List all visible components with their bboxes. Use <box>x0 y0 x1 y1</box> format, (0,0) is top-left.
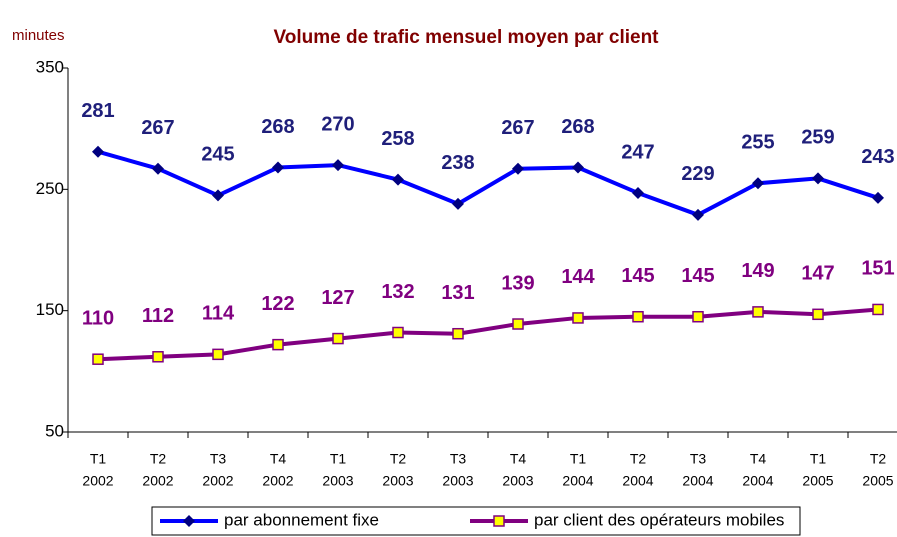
x-tick-label: 2003 <box>502 473 533 489</box>
legend-label: par abonnement fixe <box>224 510 379 529</box>
marker <box>512 318 524 330</box>
marker <box>752 306 764 318</box>
x-tick-label: 2002 <box>142 473 173 489</box>
marker <box>692 310 704 323</box>
data-label: 258 <box>381 128 414 150</box>
chart-title: Volume de trafic mensuel moyen par clien… <box>273 27 659 48</box>
marker <box>872 191 884 204</box>
data-label: 127 <box>321 287 354 309</box>
marker <box>752 177 764 190</box>
data-label: 259 <box>801 127 834 149</box>
data-label: 110 <box>82 307 114 329</box>
marker <box>92 145 104 158</box>
marker <box>272 161 284 174</box>
data-label: 145 <box>681 265 714 287</box>
x-tick-label: 2004 <box>622 473 653 489</box>
data-label: 229 <box>681 163 714 185</box>
data-label: 114 <box>202 303 235 325</box>
x-tick-label: T2 <box>870 451 887 467</box>
marker <box>392 326 404 339</box>
x-tick-label: T2 <box>150 451 167 467</box>
data-label: 238 <box>441 152 474 174</box>
marker <box>212 189 224 202</box>
y-tick-label: 250 <box>36 179 64 198</box>
data-label: 255 <box>741 132 774 154</box>
marker <box>572 312 584 324</box>
marker <box>332 159 344 172</box>
x-tick-label: T3 <box>210 451 227 467</box>
data-label: 131 <box>441 282 474 304</box>
data-label: 247 <box>621 141 654 163</box>
x-tick-label: 2003 <box>382 473 413 489</box>
data-label: 243 <box>861 146 894 168</box>
data-label: 151 <box>861 258 894 280</box>
x-tick-label: 2003 <box>322 473 353 489</box>
x-tick-label: 2004 <box>682 473 713 489</box>
marker <box>512 162 524 175</box>
marker <box>152 162 164 175</box>
y-tick-label: 50 <box>45 421 64 440</box>
x-tick-label: 2003 <box>442 473 473 489</box>
marker <box>152 351 164 363</box>
marker <box>632 186 644 199</box>
marker <box>812 308 824 321</box>
marker <box>272 338 284 351</box>
y-tick-label: 350 <box>36 57 64 76</box>
x-tick-label: T1 <box>90 451 107 467</box>
x-tick-label: 2002 <box>262 473 293 489</box>
data-label: 268 <box>561 116 594 138</box>
data-label: 132 <box>381 281 414 303</box>
x-tick-label: T3 <box>450 451 467 467</box>
series-line <box>97 149 879 217</box>
data-label: 147 <box>801 263 834 285</box>
marker <box>572 161 584 174</box>
marker <box>92 353 104 365</box>
legend-label: par client des opérateurs mobiles <box>534 510 784 529</box>
y-axis-label: minutes <box>12 27 65 44</box>
data-label: 268 <box>261 116 294 138</box>
legend-marker <box>493 515 505 527</box>
x-tick-label: 2002 <box>202 473 233 489</box>
marker <box>812 172 824 185</box>
data-label: 245 <box>201 144 234 166</box>
data-label: 267 <box>501 117 534 139</box>
x-tick-label: T2 <box>390 451 407 467</box>
data-label: 144 <box>561 266 595 288</box>
x-tick-label: T4 <box>510 451 527 467</box>
data-label: 149 <box>741 260 774 282</box>
x-tick-label: T2 <box>630 451 647 467</box>
x-tick-label: T1 <box>330 451 347 467</box>
marker <box>392 173 404 186</box>
x-tick-label: 2005 <box>862 473 893 489</box>
data-label: 145 <box>621 265 654 287</box>
x-tick-label: 2004 <box>562 473 593 489</box>
data-label: 267 <box>141 117 174 139</box>
marker <box>452 197 464 210</box>
x-tick-label: T1 <box>810 451 827 467</box>
y-tick-label: 150 <box>36 300 64 319</box>
x-tick-label: T3 <box>690 451 707 467</box>
marker <box>692 208 704 221</box>
marker <box>632 310 644 323</box>
marker <box>452 327 464 340</box>
data-label: 122 <box>261 293 294 315</box>
x-tick-label: T4 <box>750 451 767 467</box>
marker <box>332 332 344 345</box>
x-tick-label: 2004 <box>742 473 773 489</box>
data-label: 270 <box>321 113 354 135</box>
data-label: 112 <box>142 305 174 327</box>
x-tick-label: T1 <box>570 451 587 467</box>
x-tick-label: 2005 <box>802 473 833 489</box>
data-label: 139 <box>501 272 534 294</box>
x-tick-label: 2002 <box>82 473 113 489</box>
legend-marker <box>183 515 195 527</box>
series-line <box>97 307 879 362</box>
x-tick-label: T4 <box>270 451 287 467</box>
data-label: 281 <box>81 100 114 122</box>
marker <box>872 303 884 316</box>
marker <box>212 348 224 361</box>
